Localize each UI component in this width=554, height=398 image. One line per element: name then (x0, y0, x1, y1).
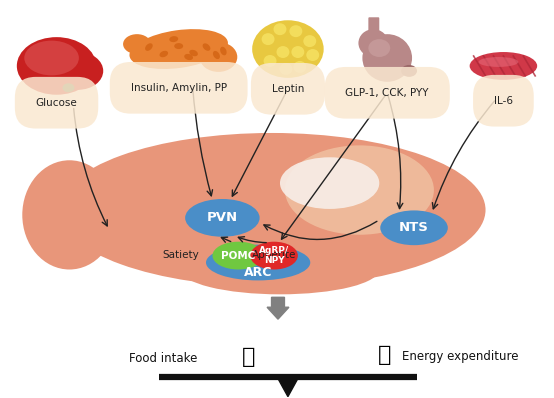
Text: Food intake: Food intake (129, 352, 197, 365)
Text: Glucose: Glucose (35, 98, 78, 108)
Ellipse shape (274, 23, 286, 35)
Ellipse shape (362, 34, 412, 82)
Ellipse shape (250, 242, 298, 269)
Ellipse shape (184, 54, 193, 60)
Ellipse shape (24, 41, 79, 75)
Ellipse shape (17, 37, 96, 95)
Ellipse shape (358, 29, 388, 57)
Ellipse shape (470, 52, 537, 80)
Ellipse shape (170, 36, 178, 42)
Ellipse shape (291, 46, 304, 58)
Ellipse shape (289, 25, 302, 37)
Ellipse shape (174, 43, 183, 49)
Text: POMC: POMC (221, 251, 255, 261)
Ellipse shape (368, 39, 390, 57)
Ellipse shape (220, 47, 227, 55)
FancyBboxPatch shape (368, 17, 379, 41)
FancyArrow shape (267, 297, 289, 319)
Ellipse shape (212, 242, 264, 269)
Ellipse shape (213, 51, 220, 59)
Polygon shape (277, 377, 299, 397)
Text: IL-6: IL-6 (494, 96, 513, 106)
Ellipse shape (206, 245, 310, 281)
Ellipse shape (280, 157, 379, 209)
Text: AgRP/
NPY: AgRP/ NPY (259, 246, 289, 265)
Text: Insulin, Amylin, PP: Insulin, Amylin, PP (131, 83, 227, 93)
Text: 🔥: 🔥 (378, 345, 391, 365)
Ellipse shape (479, 57, 519, 67)
Ellipse shape (63, 83, 74, 92)
Ellipse shape (199, 42, 237, 72)
Ellipse shape (189, 50, 198, 56)
Ellipse shape (401, 65, 417, 77)
Text: Satiety: Satiety (162, 250, 199, 259)
Ellipse shape (59, 133, 485, 287)
Text: Appetite: Appetite (252, 250, 296, 259)
Ellipse shape (203, 43, 211, 51)
Text: ARC: ARC (244, 266, 273, 279)
Ellipse shape (181, 245, 379, 295)
Ellipse shape (185, 199, 260, 237)
Ellipse shape (285, 145, 434, 235)
Ellipse shape (123, 34, 151, 54)
Text: Leptin: Leptin (271, 84, 304, 94)
Ellipse shape (279, 63, 293, 75)
Ellipse shape (264, 55, 276, 67)
Ellipse shape (160, 51, 168, 57)
Text: Energy expenditure: Energy expenditure (402, 350, 519, 363)
Ellipse shape (294, 61, 306, 73)
Text: 🥪: 🥪 (242, 347, 255, 367)
Ellipse shape (261, 33, 275, 45)
Ellipse shape (276, 46, 289, 58)
Text: GLP-1, CCK, PYY: GLP-1, CCK, PYY (346, 88, 429, 98)
Ellipse shape (306, 49, 319, 61)
Ellipse shape (252, 20, 324, 78)
Ellipse shape (130, 29, 228, 69)
Ellipse shape (304, 35, 316, 47)
Ellipse shape (22, 160, 117, 269)
Text: NTS: NTS (399, 221, 429, 234)
Ellipse shape (54, 52, 103, 90)
Text: PVN: PVN (207, 211, 238, 224)
Ellipse shape (145, 43, 153, 51)
Ellipse shape (380, 211, 448, 245)
